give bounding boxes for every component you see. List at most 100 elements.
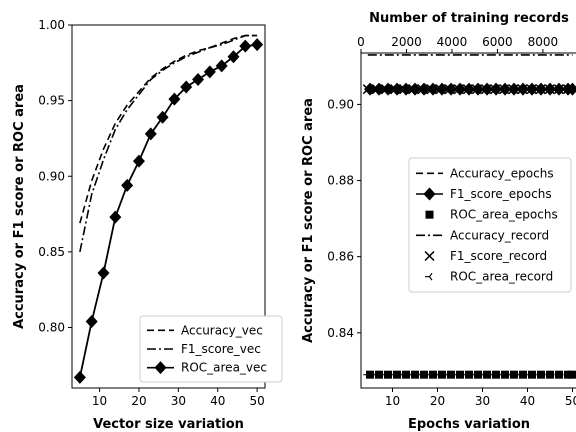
y-tick-label: 0.88 (327, 174, 354, 188)
data-point (453, 84, 464, 95)
x-axis-title: Epochs variation (408, 417, 530, 432)
data-point (566, 82, 576, 96)
legend-label: ROC_area_epochs (450, 208, 558, 222)
legend-item: F1_score_epochs (416, 187, 552, 201)
data-point (463, 370, 471, 379)
data-point (444, 84, 455, 95)
data-point (517, 84, 528, 95)
data-point (445, 82, 457, 96)
data-point (380, 84, 392, 95)
data-point (97, 266, 110, 280)
data-point (168, 92, 181, 106)
data-point (203, 65, 216, 79)
data-point (375, 370, 383, 379)
legend-marker (425, 272, 433, 281)
x-tick-label: 20 (131, 394, 146, 408)
x-tick-label: 20 (430, 394, 445, 408)
legend-item: ROC_area_record (425, 270, 553, 284)
x-tick-label: 40 (210, 394, 225, 408)
legend-marker (425, 210, 434, 219)
data-point (429, 370, 437, 379)
top-x-tick-label: 8000 (528, 35, 559, 49)
data-point (426, 84, 437, 95)
data-point (465, 370, 473, 379)
x-tick-label: 40 (520, 394, 535, 408)
data-point (499, 84, 510, 95)
legend-item: F1_score_record (424, 249, 547, 263)
data-point (526, 84, 537, 95)
data-point (499, 370, 508, 379)
data-point (156, 110, 169, 124)
data-point (381, 370, 389, 379)
data-point (227, 50, 240, 64)
legend-item: Accuracy_epochs (416, 166, 554, 180)
data-point (481, 370, 490, 379)
y-axis-title: Accuracy or F1 score or ROC area (12, 84, 27, 329)
x-tick-label: 50 (249, 394, 264, 408)
data-point (490, 370, 499, 379)
data-point (553, 84, 564, 95)
data-point (454, 370, 462, 379)
data-point (393, 370, 401, 379)
x-tick-label: 50 (565, 394, 576, 408)
legend-label: ROC_area_record (450, 270, 553, 284)
data-point (456, 370, 464, 379)
y-tick-label: 1.00 (38, 18, 65, 32)
series-F1_score_vec (79, 34, 258, 253)
series-F1_score_record (362, 84, 573, 95)
data-point (481, 84, 492, 95)
data-point (372, 370, 380, 379)
data-point (436, 82, 448, 96)
chart-panel-2: 10 20 30 40 50 0 2000 4000 6000 8000 Number of tra… (301, 11, 576, 432)
data-point (420, 370, 428, 379)
legend-item: Accuracy_record (416, 228, 549, 242)
y-tick-label: 0.80 (38, 321, 65, 335)
data-point (426, 370, 435, 379)
data-point (562, 84, 573, 95)
data-point (251, 38, 264, 52)
data-point (402, 370, 410, 379)
legend-item: Accuracy_vec (147, 323, 263, 337)
data-point (462, 84, 473, 95)
series-ROC_area_record (363, 370, 571, 379)
data-point (371, 84, 382, 95)
data-point (239, 39, 252, 53)
data-point (474, 370, 482, 379)
x-tick-label: 30 (171, 394, 186, 408)
data-point (362, 84, 373, 95)
data-point (508, 370, 517, 379)
data-point (390, 84, 401, 95)
legend-label: F1_score_record (450, 249, 547, 263)
data-point (445, 370, 453, 379)
data-point (427, 82, 439, 96)
y-tick-label: 0.85 (38, 245, 65, 259)
data-point (447, 370, 455, 379)
legend-box (408, 157, 572, 293)
top-x-tick-label: 6000 (482, 35, 513, 49)
y-tick-label: 0.95 (38, 94, 65, 108)
legend-label: F1_score_vec (181, 342, 261, 356)
data-point (535, 84, 546, 95)
data-point (563, 370, 571, 379)
data-point (517, 370, 526, 379)
top-x-tick-label: 0 (357, 35, 365, 49)
data-point (418, 82, 430, 96)
legend-label: ROC_area_vec (181, 361, 267, 375)
data-point (492, 370, 500, 379)
x-tick-label: 10 (92, 394, 107, 408)
legend-item: F1_score_vec (147, 342, 261, 356)
series-line (78, 43, 258, 378)
data-point (411, 370, 419, 379)
legend-label: Accuracy_vec (181, 323, 263, 337)
data-point (527, 370, 535, 379)
legend-box (139, 315, 283, 383)
data-point (435, 84, 446, 95)
data-point (471, 84, 482, 95)
data-point (408, 84, 419, 95)
legend-label: Accuracy_record (450, 228, 549, 242)
plot-frame (71, 24, 266, 389)
data-point (85, 314, 98, 328)
data-point (390, 370, 399, 379)
series-line (79, 34, 258, 253)
legend-marker (154, 361, 167, 375)
